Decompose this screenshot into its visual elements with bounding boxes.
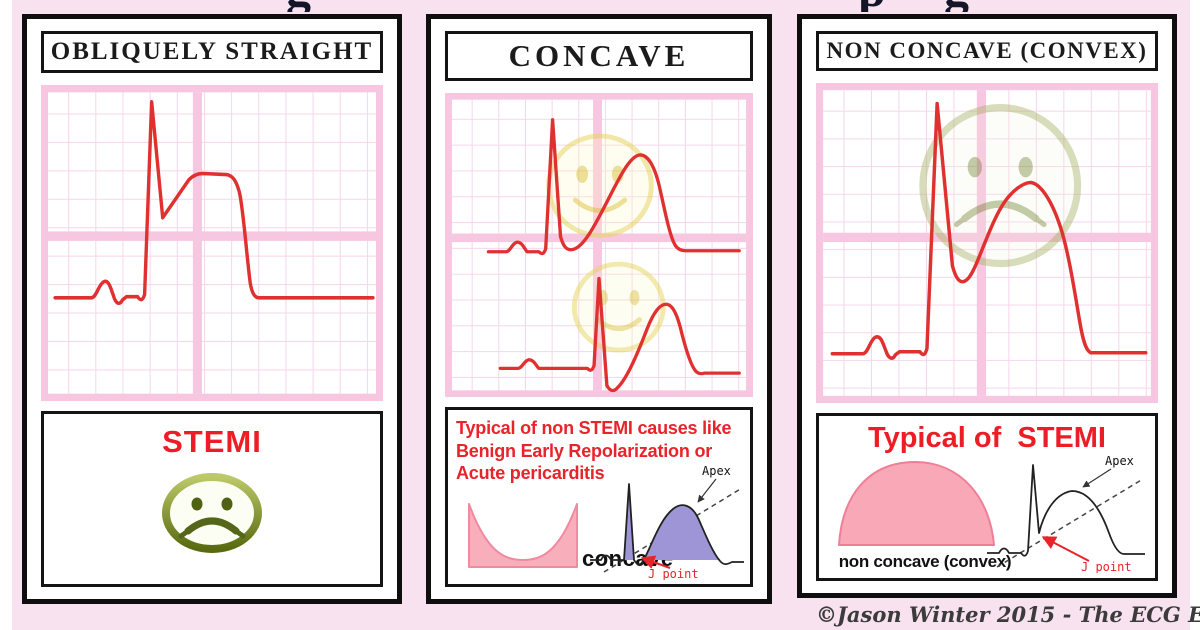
panel-concave: CONCAVE xyxy=(426,14,772,604)
mini-ecg-trace xyxy=(590,483,744,566)
j-point-arrow xyxy=(640,555,671,569)
explanation-box-convex: Typical of STEMI non concave (convex) Ap… xyxy=(816,413,1158,581)
convex-annotated-ecg: Apex J point xyxy=(987,454,1145,573)
apex-label: Apex xyxy=(702,464,731,478)
stemi-label: STEMI xyxy=(162,424,262,459)
panel-non-concave-convex: NON CONCAVE (CONVEX) Typical of xyxy=(797,14,1177,598)
convex-shape-label: non concave (convex) xyxy=(838,552,1012,571)
ecg-area-middle xyxy=(445,93,753,397)
cropped-title-fragment: g xyxy=(944,0,969,12)
face-eye xyxy=(191,497,203,511)
concave-shape xyxy=(468,503,578,568)
sad-face-watermark xyxy=(919,104,1082,268)
cropped-title-fragment: p xyxy=(858,0,886,12)
mini-ecg-trace xyxy=(987,464,1145,557)
verdict-box-left: STEMI xyxy=(41,411,383,587)
apex-arrow xyxy=(697,478,717,503)
panel-title-box: CONCAVE xyxy=(445,31,753,81)
concave-annotated-ecg: Apex J point xyxy=(590,464,744,580)
sad-face-icon xyxy=(162,473,262,553)
ecg-grid-left xyxy=(41,85,383,401)
explanation-box-concave: Typical of non STEMI causes like Benign … xyxy=(445,407,753,587)
j-point-label: J point xyxy=(1081,560,1132,573)
description-line: Acute pericarditis xyxy=(456,463,605,483)
r-wave-fill xyxy=(624,484,634,560)
apex-label: Apex xyxy=(1105,454,1134,468)
panel-title: CONCAVE xyxy=(508,38,690,73)
panel-title: OBLIQUELY STRAIGHT xyxy=(50,38,374,65)
panel-title-box: OBLIQUELY STRAIGHT xyxy=(41,31,383,73)
description-line: Typical of non STEMI causes like xyxy=(456,418,732,438)
apex-arrow xyxy=(1082,468,1112,488)
ecg-area-left xyxy=(41,85,383,401)
copyright-text: ©Jason Winter 2015 - The ECG Educator Pa… xyxy=(816,602,1200,627)
ecg-grid-right xyxy=(816,83,1158,403)
convex-dome-shape xyxy=(838,461,995,546)
j-point-arrow xyxy=(1041,536,1090,562)
ecg-grid-middle xyxy=(445,93,753,397)
panel-obliquely-straight: OBLIQUELY STRAIGHT STEMI xyxy=(22,14,402,604)
obliquely-straight-waveform xyxy=(53,100,375,306)
face-frown xyxy=(184,517,240,535)
cropped-title-fragment: g xyxy=(286,0,311,12)
smiley-face-watermark xyxy=(546,133,654,238)
typical-of-stemi-label: Typical of STEMI xyxy=(868,422,1106,454)
smiley-face-watermark xyxy=(571,261,666,353)
ecg-area-right xyxy=(816,83,1158,403)
description-line: Benign Early Repolarization or xyxy=(456,440,713,461)
concave-waveform-top xyxy=(486,118,741,256)
convex-waveform xyxy=(830,101,1148,360)
panel-title-box: NON CONCAVE (CONVEX) xyxy=(816,31,1158,71)
j-point-label: J point xyxy=(648,567,699,580)
panel-title: NON CONCAVE (CONVEX) xyxy=(826,38,1148,63)
face-eye xyxy=(221,497,233,511)
t-wave-fill xyxy=(644,505,719,560)
cropped-title-strip: g p g xyxy=(0,0,1200,12)
concave-waveform-bottom xyxy=(498,276,741,393)
concave-description: Typical of non STEMI causes like Benign … xyxy=(448,410,750,485)
